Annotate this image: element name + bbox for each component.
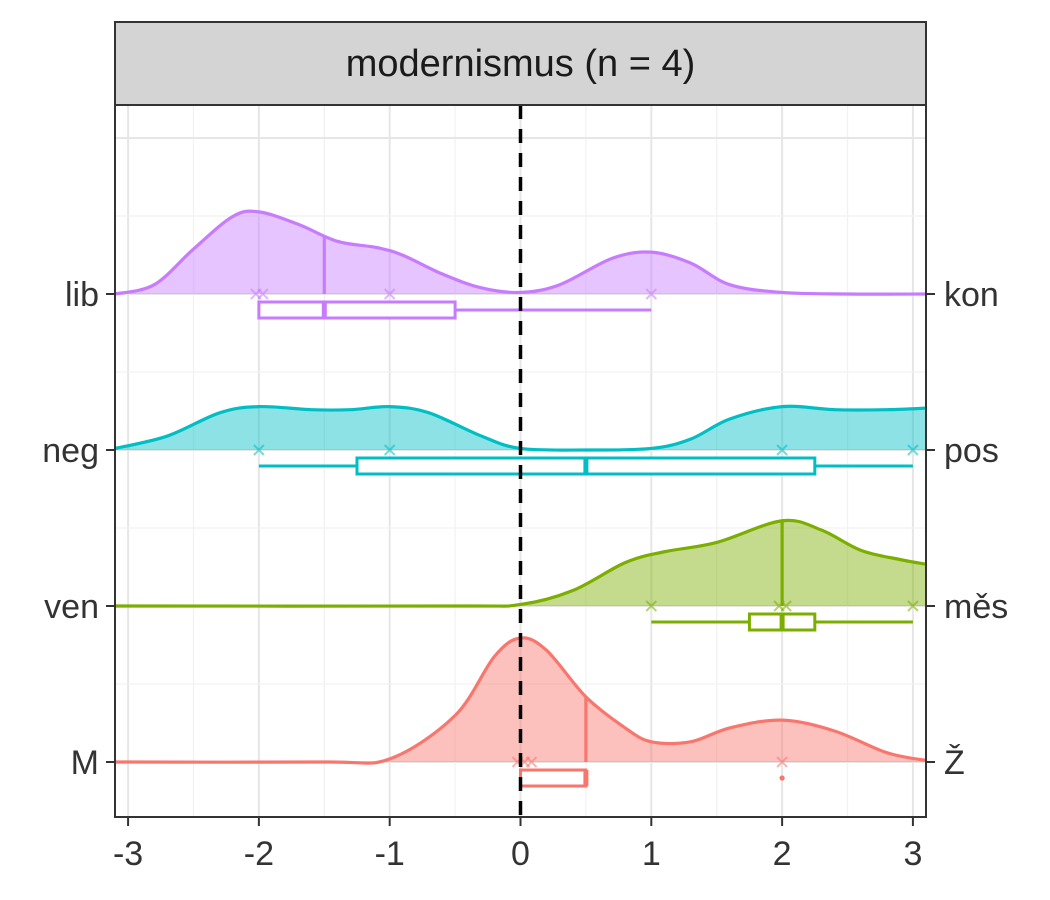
y-tick-label-right: Ž [944, 744, 965, 782]
x-tick-label: -1 [375, 835, 405, 873]
y-tick-label-left: M [71, 744, 99, 782]
box [519, 768, 588, 788]
density-curve [114, 209, 927, 296]
data-point-stroke [253, 444, 265, 456]
data-point [776, 444, 788, 456]
data-point-stroke [780, 600, 792, 612]
boxplot-layer [257, 300, 913, 788]
data-point-stroke [776, 444, 788, 456]
data-point [907, 600, 919, 612]
data-point-stroke [645, 600, 658, 612]
x-tick-label: 1 [642, 835, 661, 873]
data-point [645, 288, 658, 300]
data-point [253, 444, 265, 456]
data-point [257, 288, 269, 300]
data-point-stroke [645, 288, 658, 300]
x-tick-label: 0 [511, 835, 530, 873]
data-point-stroke [383, 288, 396, 300]
facet-strip [114, 21, 927, 106]
x-tick-label: -3 [113, 835, 143, 873]
data-point-stroke [907, 600, 919, 612]
data-point [780, 600, 792, 612]
y-tick-label-left: neg [42, 432, 99, 470]
data-point-stroke [383, 444, 396, 456]
data-point-stroke [257, 288, 269, 300]
x-tick-label: 2 [773, 835, 792, 873]
density-area [115, 211, 926, 295]
y-tick-label-left: lib [65, 276, 99, 314]
data-point [907, 444, 919, 456]
outlier-point [779, 775, 785, 781]
data-point [383, 444, 396, 456]
box [257, 300, 457, 320]
density-area [115, 406, 926, 451]
y-tick-label-right: měs [944, 588, 1008, 626]
x-tick-label: 3 [903, 835, 922, 873]
facet-strip-label: modernismus (n = 4) [346, 43, 696, 85]
density-layer [114, 209, 927, 765]
data-point-stroke [907, 444, 919, 456]
density-curve [114, 518, 927, 608]
data-point-stroke [525, 756, 538, 768]
density-area [115, 637, 926, 764]
y-tick-label-left: ven [44, 588, 99, 626]
data-point [525, 756, 538, 768]
y-tick-label-right: kon [944, 276, 999, 314]
data-point-stroke [776, 756, 788, 768]
data-point [645, 600, 658, 612]
data-point [383, 288, 396, 300]
x-tick-label: -2 [244, 835, 274, 873]
density-curve [114, 404, 927, 452]
y-tick-label-right: pos [944, 432, 999, 470]
data-point [776, 756, 788, 768]
